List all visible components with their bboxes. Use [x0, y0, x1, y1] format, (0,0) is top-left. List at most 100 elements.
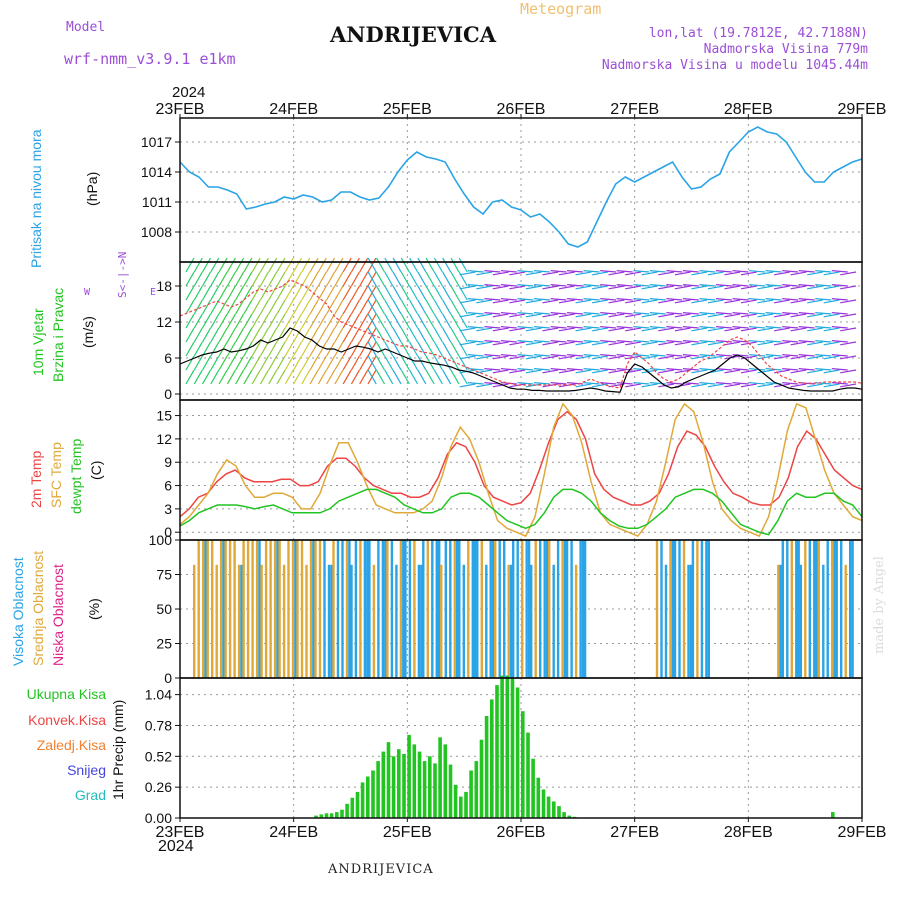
wind-barb: [484, 354, 501, 357]
wind-barb: [268, 313, 278, 329]
wind-barb: [773, 313, 790, 318]
wind-barb: [782, 284, 799, 287]
wind-barb: [375, 341, 386, 357]
wind-barb: [641, 383, 658, 388]
wind-barb: [334, 285, 344, 301]
wind-barb: [185, 313, 195, 329]
wind-barb: [202, 327, 212, 343]
wind-barb: [185, 257, 195, 273]
wind-barb: [823, 299, 840, 304]
wind-barb: [467, 270, 484, 273]
wind-barb: [707, 355, 724, 360]
wind-barb: [193, 271, 203, 287]
wind-barb: [500, 368, 517, 371]
legend-snow: Snijeg: [67, 762, 106, 778]
cloud-bar: [363, 540, 367, 678]
cloud-bar: [539, 540, 542, 678]
cloud-bar: [579, 540, 582, 678]
cloud-bar: [527, 540, 531, 678]
precip-bar: [464, 791, 468, 818]
wind-barb: [409, 369, 419, 385]
wind-barb: [450, 257, 460, 273]
wind-barb: [600, 354, 617, 357]
wind-barb: [293, 327, 303, 343]
y-tick-label: 12: [156, 431, 172, 447]
wind-barb: [417, 271, 427, 287]
wind-barb: [450, 327, 460, 343]
precip-bar: [391, 756, 396, 818]
wind-barb: [367, 285, 377, 301]
wind-barb: [450, 299, 460, 315]
cloud-bar: [574, 564, 578, 678]
wind-barb: [840, 313, 857, 318]
wind-barb: [591, 383, 608, 388]
wind-barb: [608, 285, 625, 290]
wind-barb: [425, 313, 435, 329]
wind-barb: [707, 313, 724, 318]
wind-barb: [301, 285, 311, 301]
cloud-bar: [512, 540, 515, 678]
wind-barb: [608, 369, 625, 374]
wind-barb: [202, 271, 212, 287]
precip-bar: [407, 734, 411, 818]
panel-bg: [180, 400, 862, 540]
wind-barb: [782, 312, 799, 315]
wind-barb: [633, 284, 650, 287]
legend-total-rain: Ukupna Kisa: [26, 686, 106, 702]
wind-barb: [276, 271, 286, 287]
wind-barb: [724, 327, 741, 332]
wind-barb: [284, 355, 294, 371]
cloud-bar: [193, 564, 196, 678]
wind-barb: [633, 270, 650, 273]
wind-barb: [442, 285, 452, 301]
cloud-bar: [276, 540, 279, 678]
product-title: Meteogram: [520, 0, 602, 18]
wind-barb: [417, 369, 427, 385]
wind-barb: [823, 355, 840, 360]
wind-barb: [467, 340, 484, 343]
model-elevation-text: Nadmorska Visina u modelu 1045.44m: [601, 58, 868, 73]
wind-barb: [367, 313, 377, 329]
wind-barb: [749, 284, 766, 287]
cloud-bar: [521, 540, 524, 678]
precip-bar: [474, 761, 479, 818]
cloud-bar: [431, 540, 434, 678]
wind-barb: [500, 312, 517, 315]
wind-barb: [790, 327, 807, 332]
wind-barb: [459, 313, 476, 318]
wind-barb: [218, 355, 228, 371]
precip-bar: [360, 782, 365, 818]
cloud-bar: [835, 540, 838, 678]
precip-bar: [345, 803, 349, 818]
wind-barb: [773, 299, 790, 304]
wind-barb: [309, 271, 319, 287]
wind-barb: [633, 382, 650, 385]
precip-bar: [329, 813, 334, 818]
wind-barb: [459, 341, 476, 346]
year-bottom: 2024: [158, 838, 194, 855]
wind-barb: [790, 299, 807, 304]
wind-barb: [732, 354, 749, 357]
wind-barb: [682, 284, 699, 287]
dewpt-line: [179, 488, 863, 536]
y-tick-label: 3: [164, 501, 172, 517]
cloud-bar: [282, 564, 286, 678]
wind-barb: [724, 383, 741, 388]
wind-barb: [484, 326, 501, 329]
cloud-bar: [813, 540, 816, 678]
wind-barb: [757, 271, 774, 276]
wind-barb: [674, 383, 691, 388]
wind-barb: [202, 285, 212, 301]
y-tick-label: 0: [164, 670, 172, 686]
cloud-bar: [368, 540, 371, 678]
wind-barb: [625, 299, 642, 304]
wind-barb: [400, 313, 410, 329]
wind-barb: [375, 369, 386, 385]
wind-barb: [359, 285, 369, 301]
cloud-bar: [296, 540, 299, 678]
wind-barb: [492, 313, 509, 318]
precip-bar: [371, 770, 375, 818]
wind-barb: [350, 271, 360, 287]
wind-barb: [542, 313, 559, 318]
wind-barb: [757, 299, 774, 304]
